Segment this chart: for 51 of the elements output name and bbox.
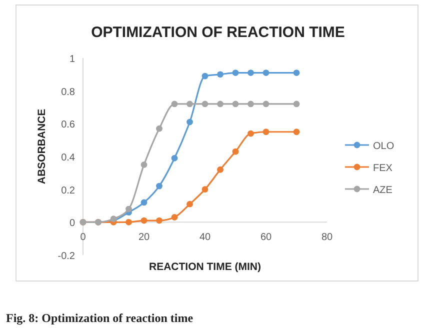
point	[293, 70, 300, 76]
point	[262, 128, 270, 136]
y-tick-label: 0.8	[61, 86, 76, 98]
point	[262, 100, 270, 108]
y-tick-label: 0.2	[61, 185, 76, 196]
point	[248, 100, 254, 108]
point	[156, 182, 162, 190]
point	[171, 154, 178, 162]
point	[126, 206, 132, 212]
legend-label: AZE	[373, 185, 393, 196]
point	[202, 100, 208, 108]
point	[156, 125, 162, 132]
point	[248, 70, 254, 76]
point	[217, 166, 224, 173]
point	[186, 118, 193, 126]
point	[171, 214, 178, 220]
point	[171, 100, 178, 108]
point	[232, 70, 239, 76]
x-axis-title: REACTION TIME (MIN)	[149, 261, 261, 273]
point	[232, 148, 239, 155]
point	[140, 217, 148, 224]
y-tick-label: 1	[69, 54, 76, 65]
y-tick-label: 0	[69, 218, 76, 230]
point	[248, 130, 254, 137]
point	[217, 100, 224, 108]
point	[140, 162, 148, 168]
point	[262, 70, 270, 76]
y-tick-label: 0.6	[61, 120, 76, 131]
point	[232, 100, 239, 108]
x-tick-label: 60	[260, 232, 272, 244]
point	[217, 71, 224, 78]
point	[126, 218, 132, 226]
point	[140, 199, 148, 206]
point	[293, 100, 300, 108]
x-tick-label: 40	[199, 232, 211, 244]
point	[186, 200, 193, 208]
point	[156, 217, 162, 224]
point	[293, 128, 300, 136]
x-tick-label: 80	[321, 232, 333, 244]
y-axis-title: ABSORBANCE	[36, 108, 48, 184]
chart-title: OPTIMIZATION OF REACTION TIME	[91, 24, 345, 41]
legend-label: OLO	[373, 141, 394, 152]
x-tick-label: 20	[138, 232, 150, 244]
legend-label: FEX	[373, 163, 393, 174]
y-tick-label: 0.4	[61, 152, 76, 164]
point	[202, 72, 208, 80]
x-tick-label: 0	[80, 232, 86, 244]
y-tick-label: -0.2	[58, 251, 76, 262]
point	[202, 186, 208, 193]
caption: Fig. 8: Optimization of reaction time	[6, 311, 194, 325]
point	[186, 100, 193, 108]
